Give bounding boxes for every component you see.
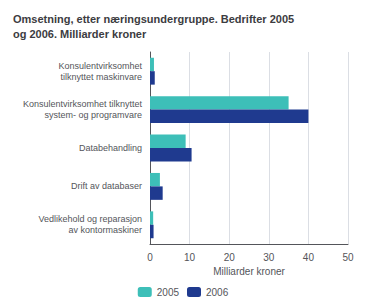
svg-text:system- og programvare: system- og programvare: [44, 110, 142, 120]
svg-text:20: 20: [224, 252, 236, 263]
svg-text:tilknyttet maskinvare: tilknyttet maskinvare: [60, 72, 142, 82]
svg-text:Konsulentvirksomhet: Konsulentvirksomhet: [58, 61, 142, 71]
svg-text:0: 0: [147, 252, 153, 263]
svg-text:2006: 2006: [206, 287, 229, 298]
svg-text:Konsulentvirksomhet tilknyttet: Konsulentvirksomhet tilknyttet: [23, 99, 143, 109]
svg-text:Drift av databaser: Drift av databaser: [71, 181, 142, 191]
svg-text:30: 30: [263, 252, 275, 263]
svg-text:40: 40: [303, 252, 315, 263]
svg-text:Milliarder kroner: Milliarder kroner: [213, 266, 285, 277]
svg-text:50: 50: [342, 252, 354, 263]
svg-text:av kontormaskiner: av kontormaskiner: [68, 225, 142, 235]
svg-text:Vedlikehold og reparasjon: Vedlikehold og reparasjon: [38, 214, 142, 224]
svg-text:Omsetning, etter næringsunderg: Omsetning, etter næringsundergruppe. Bed…: [13, 13, 294, 25]
svg-text:10: 10: [184, 252, 196, 263]
svg-text:2005: 2005: [157, 287, 180, 298]
svg-text:Databehandling: Databehandling: [79, 143, 142, 153]
svg-text:og 2006. Milliarder kroner: og 2006. Milliarder kroner: [13, 28, 147, 40]
